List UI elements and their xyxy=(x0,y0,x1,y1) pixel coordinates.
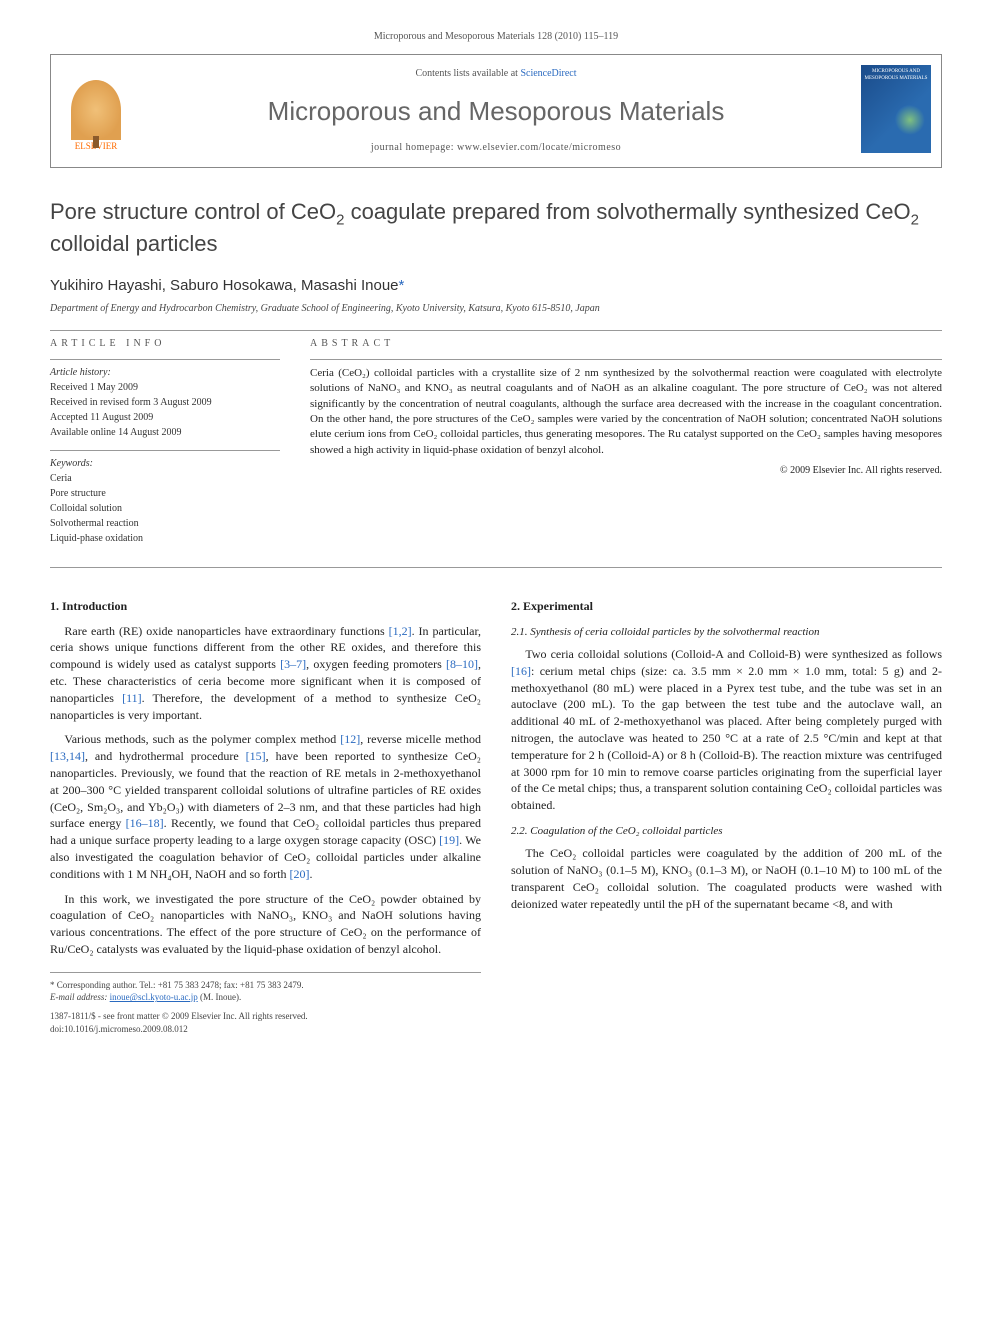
history-item: Received in revised form 3 August 2009 xyxy=(50,396,280,410)
divider xyxy=(50,330,942,331)
abstract-text: Ceria (CeO₂) colloidal particles with a … xyxy=(310,366,942,458)
article-info-column: article info Article history: Received 1… xyxy=(50,337,280,547)
history-item: Received 1 May 2009 xyxy=(50,381,280,395)
body-paragraph: Various methods, such as the polymer com… xyxy=(50,731,481,882)
article-info-heading: article info xyxy=(50,337,280,351)
journal-homepage-line: journal homepage: www.elsevier.com/locat… xyxy=(151,141,841,155)
authors-text: Yukihiro Hayashi, Saburo Hosokawa, Masas… xyxy=(50,277,399,294)
journal-masthead: ELSEVIER Contents lists available at Sci… xyxy=(50,54,942,168)
journal-cover-thumbnail: MICROPOROUS AND MESOPOROUS MATERIALS xyxy=(861,65,931,153)
issn-line: 1387-1811/$ - see front matter © 2009 El… xyxy=(50,1010,481,1023)
body-paragraph: In this work, we investigated the pore s… xyxy=(50,891,481,958)
keyword-item: Colloidal solution xyxy=(50,502,280,516)
corresponding-author-marker: * xyxy=(399,277,405,294)
corr-note: * Corresponding author. Tel.: +81 75 383… xyxy=(50,979,481,992)
keywords-block: Keywords: CeriaPore structureColloidal s… xyxy=(50,457,280,546)
contents-prefix: Contents lists available at xyxy=(415,68,520,79)
keyword-item: Solvothermal reaction xyxy=(50,517,280,531)
divider xyxy=(50,359,280,360)
subsection-heading-synthesis: 2.1. Synthesis of ceria colloidal partic… xyxy=(511,625,942,640)
email-suffix: (M. Inoue). xyxy=(200,992,241,1002)
keyword-item: Pore structure xyxy=(50,487,280,501)
divider xyxy=(50,450,280,451)
body-paragraph: The CeO₂ colloidal particles were coagul… xyxy=(511,845,942,912)
history-item: Accepted 11 August 2009 xyxy=(50,411,280,425)
body-paragraph: Rare earth (RE) oxide nanoparticles have… xyxy=(50,623,481,724)
section-heading-introduction: 1. Introduction xyxy=(50,598,481,615)
contents-available-line: Contents lists available at ScienceDirec… xyxy=(151,67,841,81)
publisher-logo: ELSEVIER xyxy=(61,65,131,153)
elsevier-tree-icon xyxy=(71,80,121,140)
body-paragraph: Two ceria colloidal solutions (Colloid-A… xyxy=(511,646,942,814)
info-abstract-row: article info Article history: Received 1… xyxy=(50,337,942,547)
section-heading-experimental: 2. Experimental xyxy=(511,598,942,615)
abstract-heading: abstract xyxy=(310,337,942,351)
history-title: Article history: xyxy=(50,366,280,380)
article-title: Pore structure control of CeO2 coagulate… xyxy=(50,198,942,258)
corr-email-link[interactable]: inoue@scl.kyoto-u.ac.jp xyxy=(110,992,198,1002)
subsection-heading-coagulation: 2.2. Coagulation of the CeO₂ colloidal p… xyxy=(511,824,942,839)
body-two-column: 1. Introduction Rare earth (RE) oxide na… xyxy=(50,586,942,1035)
author-list: Yukihiro Hayashi, Saburo Hosokawa, Masas… xyxy=(50,275,942,296)
history-item: Available online 14 August 2009 xyxy=(50,426,280,440)
cover-thumb-text: MICROPOROUS AND MESOPOROUS MATERIALS xyxy=(865,69,928,81)
divider xyxy=(50,567,942,568)
affiliation: Department of Energy and Hydrocarbon Che… xyxy=(50,302,942,316)
doi-line: doi:10.1016/j.micromeso.2009.08.012 xyxy=(50,1023,481,1036)
citation-header: Microporous and Mesoporous Materials 128… xyxy=(50,30,942,44)
email-label: E-mail address: xyxy=(50,992,107,1002)
journal-name: Microporous and Mesoporous Materials xyxy=(151,93,841,129)
article-history-block: Article history: Received 1 May 2009Rece… xyxy=(50,366,280,440)
keywords-title: Keywords: xyxy=(50,457,280,471)
keyword-item: Ceria xyxy=(50,472,280,486)
abstract-copyright: © 2009 Elsevier Inc. All rights reserved… xyxy=(310,464,942,478)
abstract-column: abstract Ceria (CeO₂) colloidal particle… xyxy=(310,337,942,547)
corresponding-author-footnote: * Corresponding author. Tel.: +81 75 383… xyxy=(50,972,481,1035)
keyword-item: Liquid-phase oxidation xyxy=(50,532,280,546)
divider xyxy=(310,359,942,360)
sciencedirect-link[interactable]: ScienceDirect xyxy=(520,68,576,79)
cover-art-icon xyxy=(895,105,925,135)
